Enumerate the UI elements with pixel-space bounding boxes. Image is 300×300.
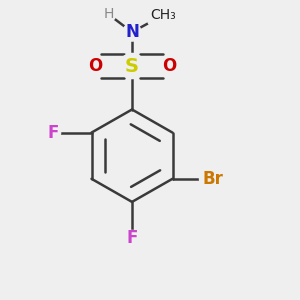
Circle shape xyxy=(123,23,141,41)
Circle shape xyxy=(160,57,178,75)
Circle shape xyxy=(146,0,181,32)
Circle shape xyxy=(86,57,104,75)
Circle shape xyxy=(46,125,61,140)
Text: F: F xyxy=(48,124,59,142)
Text: Br: Br xyxy=(202,170,224,188)
Text: H: H xyxy=(103,8,114,21)
Text: S: S xyxy=(125,56,139,76)
Text: F: F xyxy=(126,229,138,247)
Circle shape xyxy=(200,165,226,192)
Circle shape xyxy=(119,53,145,79)
Text: N: N xyxy=(125,23,139,41)
Text: O: O xyxy=(88,57,102,75)
Text: O: O xyxy=(162,57,176,75)
Text: CH₃: CH₃ xyxy=(151,8,176,22)
Circle shape xyxy=(125,230,139,245)
Circle shape xyxy=(101,7,116,22)
